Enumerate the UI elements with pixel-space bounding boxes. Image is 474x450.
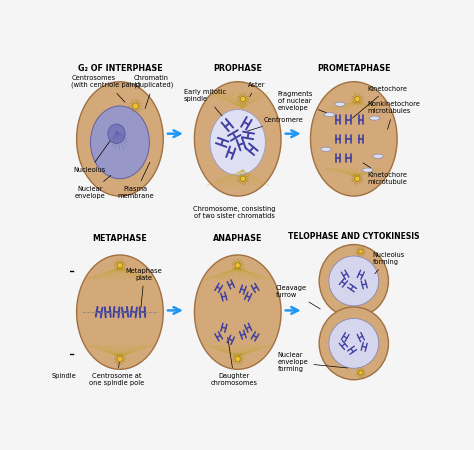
Text: Centrosomes
(with centriole pairs): Centrosomes (with centriole pairs) [72,75,141,102]
Ellipse shape [319,245,389,317]
Ellipse shape [373,154,383,158]
Text: Daughter
chromosomes: Daughter chromosomes [211,338,258,386]
Text: Fragments
of nuclear
envelope: Fragments of nuclear envelope [278,91,328,114]
Text: METAPHASE: METAPHASE [92,234,147,243]
Circle shape [117,263,123,268]
Text: Kinetochore
microtubule: Kinetochore microtubule [363,163,408,185]
Ellipse shape [369,116,380,120]
Ellipse shape [108,124,125,144]
Circle shape [235,263,240,268]
Ellipse shape [310,82,397,196]
Ellipse shape [194,255,281,369]
Text: Nucleolus: Nucleolus [73,134,115,173]
Ellipse shape [329,256,379,306]
Circle shape [117,356,123,362]
Ellipse shape [329,319,379,368]
Circle shape [355,96,360,102]
Text: Early mitotic
spindle: Early mitotic spindle [184,89,226,116]
Text: Chromatin
(duplicated): Chromatin (duplicated) [134,75,174,108]
Ellipse shape [194,82,281,196]
Text: G₂ OF INTERPHASE: G₂ OF INTERPHASE [78,64,162,73]
Ellipse shape [210,109,265,176]
Circle shape [235,356,240,362]
Text: Cleavage
furrow: Cleavage furrow [276,285,320,309]
Text: Aster: Aster [248,82,265,97]
Ellipse shape [321,147,331,151]
Ellipse shape [77,82,163,196]
Circle shape [358,249,363,254]
Circle shape [133,103,138,109]
Text: Centrosome at
one spindle pole: Centrosome at one spindle pole [89,362,144,386]
Text: Nuclear
envelope
forming: Nuclear envelope forming [278,352,347,373]
Circle shape [355,176,360,181]
Circle shape [240,176,246,181]
Text: PROPHASE: PROPHASE [213,64,262,73]
Text: Metaphase
plate: Metaphase plate [126,268,163,308]
Ellipse shape [324,112,335,117]
Ellipse shape [363,168,373,172]
Text: Plasma
membrane: Plasma membrane [117,162,154,199]
Text: TELOPHASE AND CYTOKINESIS: TELOPHASE AND CYTOKINESIS [288,232,419,241]
Text: Nuclear
envelope: Nuclear envelope [75,176,111,199]
Text: Nucleolus
forming: Nucleolus forming [373,252,405,274]
Ellipse shape [335,102,345,106]
Text: Kinetochore: Kinetochore [353,86,408,118]
Text: PROMETAPHASE: PROMETAPHASE [317,64,391,73]
Text: Chromosome, consisting
of two sister chromatids: Chromosome, consisting of two sister chr… [193,207,275,220]
Ellipse shape [77,255,163,369]
Ellipse shape [319,307,389,380]
Text: Spindle: Spindle [52,373,77,379]
Text: ANAPHASE: ANAPHASE [213,234,263,243]
Circle shape [240,96,246,102]
Text: Nonkinetochore
microtubules: Nonkinetochore microtubules [368,101,420,129]
Circle shape [358,371,363,375]
Ellipse shape [91,106,149,179]
Text: Centromere: Centromere [247,117,303,131]
